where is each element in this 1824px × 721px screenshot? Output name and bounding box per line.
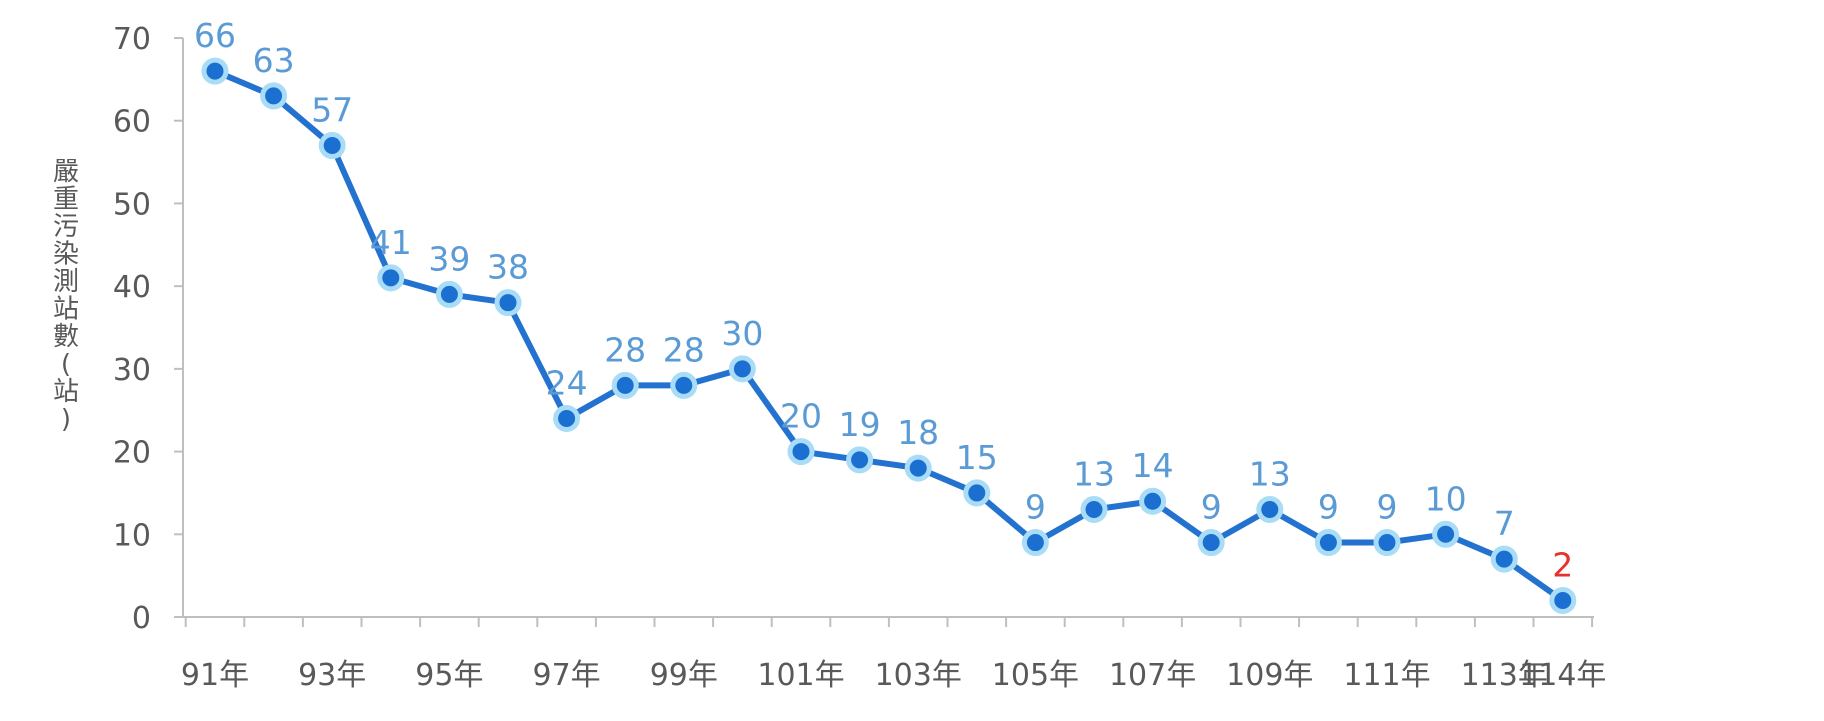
data-point [611, 371, 639, 399]
y-tick-label: 50 [113, 187, 151, 222]
data-point [1197, 529, 1225, 557]
data-point [1080, 495, 1108, 523]
x-tick-label: 97年 [533, 658, 601, 693]
x-tick-label: 95年 [415, 658, 483, 693]
y-tick-label: 20 [113, 436, 151, 471]
data-label: 9 [1025, 488, 1046, 527]
data-point [1549, 586, 1577, 614]
data-label: 9 [1377, 488, 1398, 527]
data-point [1314, 529, 1342, 557]
data-points [201, 57, 1577, 614]
x-tick-label: 111年 [1343, 658, 1430, 693]
x-tick-label: 113年 [1461, 658, 1548, 693]
data-point [904, 454, 932, 482]
data-label: 39 [428, 239, 470, 278]
data-label: 9 [1201, 488, 1222, 527]
data-label: 24 [546, 363, 588, 402]
data-point [494, 289, 522, 317]
data-label: 63 [253, 41, 295, 80]
x-tick-label: 105年 [992, 658, 1079, 693]
series-line [212, 68, 1566, 604]
data-label: 14 [1132, 446, 1174, 485]
data-point [963, 479, 991, 507]
data-point [260, 82, 288, 110]
data-label: 41 [370, 223, 412, 262]
x-tick-label: 114年 [1519, 658, 1606, 693]
x-tick-label: 103年 [875, 658, 962, 693]
y-tick-label: 60 [113, 105, 151, 140]
data-point [1432, 520, 1460, 548]
y-tick-label: 70 [113, 22, 151, 57]
data-label: 9 [1318, 488, 1339, 527]
data-point [1139, 487, 1167, 515]
data-label: 13 [1249, 454, 1291, 493]
data-label: 2 [1552, 545, 1573, 584]
y-axis-label: 嚴重污染測站數(站) [53, 157, 79, 435]
data-label: 28 [604, 330, 646, 369]
data-point [201, 57, 229, 85]
x-tick-label: 101年 [757, 658, 844, 693]
data-point [435, 280, 463, 308]
x-tick-label: 91年 [181, 658, 249, 693]
x-tick-label: 109年 [1226, 658, 1313, 693]
data-point [377, 264, 405, 292]
data-point [787, 438, 815, 466]
data-point [670, 371, 698, 399]
data-point [318, 132, 346, 160]
data-point [1490, 545, 1518, 573]
data-label: 13 [1073, 454, 1115, 493]
x-tick-label: 99年 [650, 658, 718, 693]
data-point [1256, 495, 1284, 523]
data-label: 66 [194, 16, 236, 55]
data-label: 7 [1494, 504, 1515, 543]
x-tick-label: 93年 [298, 658, 366, 693]
data-point [1021, 529, 1049, 557]
axes [174, 37, 1594, 627]
x-tick-label: 107年 [1109, 658, 1196, 693]
data-point [553, 404, 581, 432]
data-label: 15 [956, 438, 998, 477]
data-point [846, 446, 874, 474]
data-label: 20 [780, 397, 822, 436]
data-point [1373, 529, 1401, 557]
y-tick-label: 30 [113, 353, 151, 388]
data-label: 10 [1425, 479, 1467, 518]
x-tick-labels: 91年 93年 95年 97年 99年 101年 103年 105年 107年 109年 111年 1… [181, 658, 1607, 693]
data-label: 38 [487, 248, 529, 287]
series-line-path [212, 68, 1566, 604]
data-point [728, 355, 756, 383]
y-tick-label: 0 [132, 601, 151, 636]
data-label: 57 [311, 91, 353, 130]
data-label: 28 [663, 330, 705, 369]
data-label: 30 [721, 314, 763, 353]
data-label: 19 [839, 405, 881, 444]
data-label: 18 [897, 413, 939, 452]
y-tick-label: 10 [113, 518, 151, 553]
y-tick-labels: 0 10 20 30 40 50 60 70 [113, 22, 151, 636]
y-tick-label: 40 [113, 270, 151, 305]
